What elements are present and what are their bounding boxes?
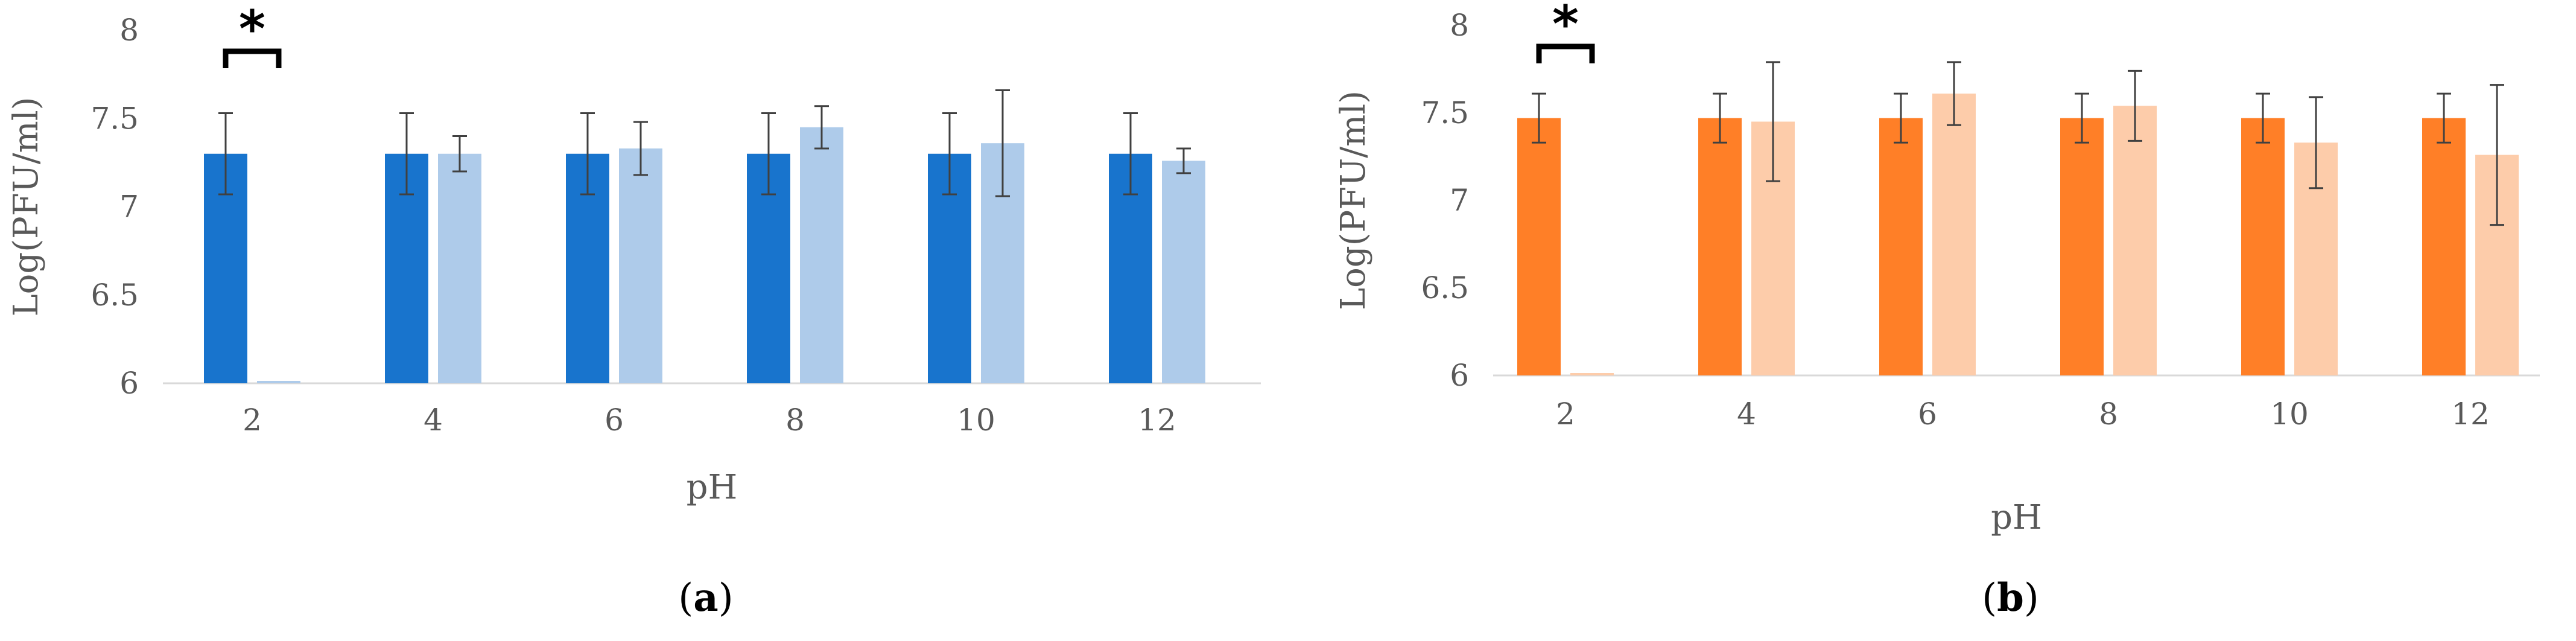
chart-1-x-tick-label: 10 [957,403,995,438]
chart-2-y-tick-label: 7 [1450,183,1469,218]
chart-2-bar-s2-2 [1570,373,1614,375]
chart-2-bar-s1-12 [2422,118,2466,375]
chart-1-x-tick-label: 6 [604,403,624,438]
chart-1-panel-label: (a) [678,575,733,620]
chart-2-significance-star: * [1552,0,1579,54]
chart-1-bar-s2-4 [438,153,481,383]
chart-2-bar-s1-4 [1698,118,1742,375]
chart-2-x-tick-label: 6 [1918,397,1937,432]
chart-2-y-tick-label: 8 [1450,8,1469,43]
chart-1-x-tick-label: 8 [785,403,805,438]
chart-1-y-axis-title: Log(PFU/ml) [7,97,46,316]
chart-1-x-tick-label: 12 [1138,403,1176,438]
chart-2-y-tick-label: 7.5 [1421,95,1469,130]
chart-1-bar-s2-8 [800,127,843,383]
chart-1-y-tick-label: 7.5 [90,101,139,136]
chart-2-x-tick-label: 10 [2270,397,2309,432]
chart-1-significance-star: * [239,0,265,59]
chart-2-bar-s1-10 [2241,118,2285,375]
chart-2-x-tick-label: 12 [2451,397,2490,432]
chart-1-y-tick-label: 6.5 [90,278,139,313]
chart-1-y-tick-label: 6 [119,366,139,401]
chart-2-x-tick-label: 4 [1737,397,1756,432]
chart-1-bar-s2-6 [619,148,662,383]
chart-1-x-tick-label: 2 [243,403,262,438]
chart-2-significance-bracket [1536,43,1595,63]
chart-1-x-axis-title: pH [687,468,738,507]
chart-2-y-tick-label: 6.5 [1421,270,1469,305]
chart-1-bar-s2-2 [257,381,300,383]
chart-2-y-axis-title: Log(PFU/ml) [1334,91,1373,310]
chart-1-y-tick-label: 7 [119,190,139,225]
chart-2-y-tick-label: 6 [1450,358,1469,393]
chart-2-bar-s1-6 [1879,118,1923,375]
chart-2: 6 6.5 7 7.5 8 2 4 6 8 10 12 * pH Log(PFU/ml) (b) [1334,0,2540,620]
chart-2-bar-s1-8 [2060,118,2104,375]
chart-2-x-tick-label: 2 [1556,397,1575,432]
chart-1-y-tick-label: 8 [119,13,139,48]
chart-2-bar-s1-2 [1517,118,1561,375]
chart-2-bar-s2-6 [1932,94,1976,375]
chart-1-bar-s2-12 [1162,161,1205,383]
chart-1-significance-bracket [223,48,282,68]
chart-1-x-tick-label: 4 [424,403,443,438]
chart-2-x-tick-label: 8 [2099,397,2118,432]
chart-2-panel-label: (b) [1982,575,2039,620]
chart-1: 6 6.5 7 7.5 8 2 4 6 8 10 12 * pH Log(PFU/ml) (a) [7,0,1261,620]
chart-2-x-axis-title: pH [1991,498,2042,537]
chart-2-bar-s2-8 [2113,106,2157,375]
